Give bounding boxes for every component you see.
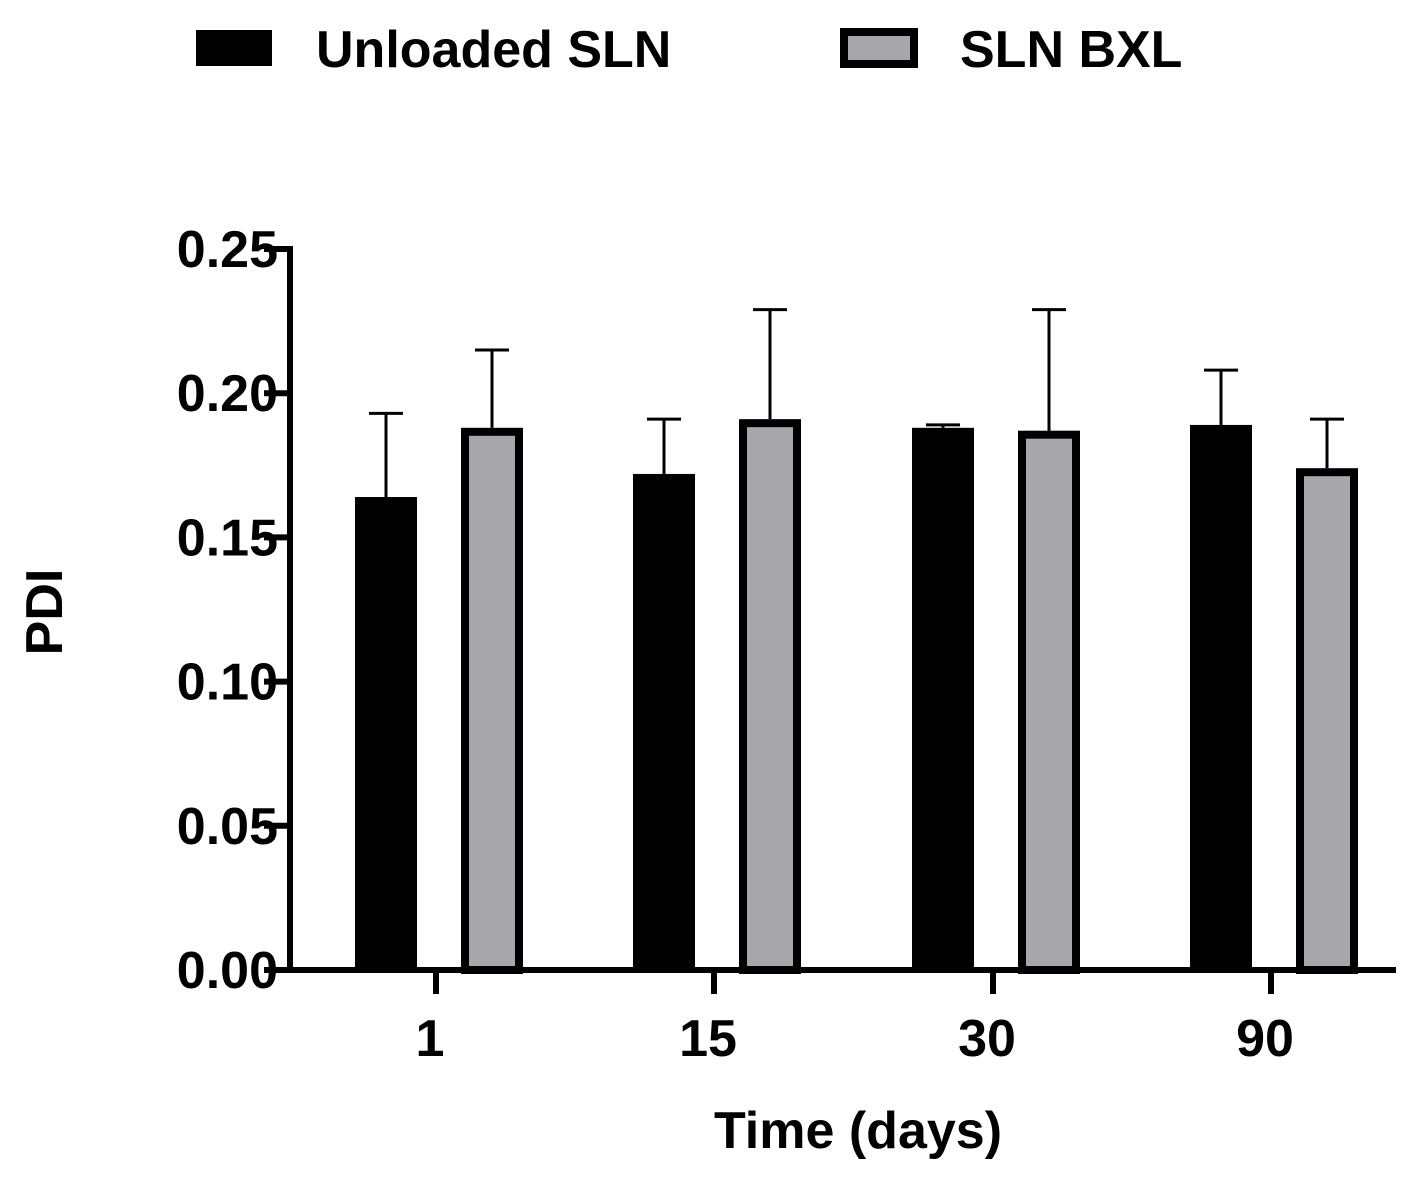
y-tick-label: 0.10 (177, 654, 278, 712)
legend-label-unloaded-sln: Unloaded SLN (316, 21, 671, 79)
y-tick-label: 0.05 (177, 798, 278, 856)
error-bars (369, 308, 1344, 498)
bar-unloaded-sln-day-15 (633, 473, 695, 970)
x-tick-label: 90 (1236, 1010, 1294, 1068)
bar-sln-bxl-day-1 (461, 427, 523, 975)
x-tick-label: 1 (416, 1010, 445, 1068)
y-tick-label: 0.20 (177, 365, 278, 423)
x-tick-label: 30 (958, 1010, 1016, 1068)
x-axis-title: Time (days) (714, 1102, 1002, 1160)
bar-unloaded-sln-day-90 (1190, 424, 1252, 970)
legend-swatch-unloaded-sln (196, 30, 272, 66)
legend-swatch-sln-bxl (840, 28, 918, 68)
x-tick-label: 15 (679, 1010, 737, 1068)
y-tick-label: 0.15 (177, 509, 278, 567)
y-axis: 0.00 0.05 0.10 0.15 0.20 0.25 (177, 221, 293, 1000)
x-axis: 1 15 30 90 (287, 967, 1396, 1068)
bar-unloaded-sln-day-30 (912, 427, 974, 971)
bar-sln-bxl-day-30 (1018, 430, 1080, 974)
y-tick-label: 0.00 (177, 942, 278, 1000)
bar-sln-bxl-day-90 (1296, 468, 1358, 974)
bars (355, 419, 1358, 975)
legend-label-sln-bxl: SLN BXL (960, 21, 1182, 79)
y-axis-title: PDI (16, 569, 74, 656)
legend: Unloaded SLN SLN BXL (196, 21, 1182, 79)
bar-sln-bxl-day-15 (739, 419, 801, 974)
bar-unloaded-sln-day-1 (355, 497, 417, 970)
y-tick-label: 0.25 (177, 221, 278, 279)
